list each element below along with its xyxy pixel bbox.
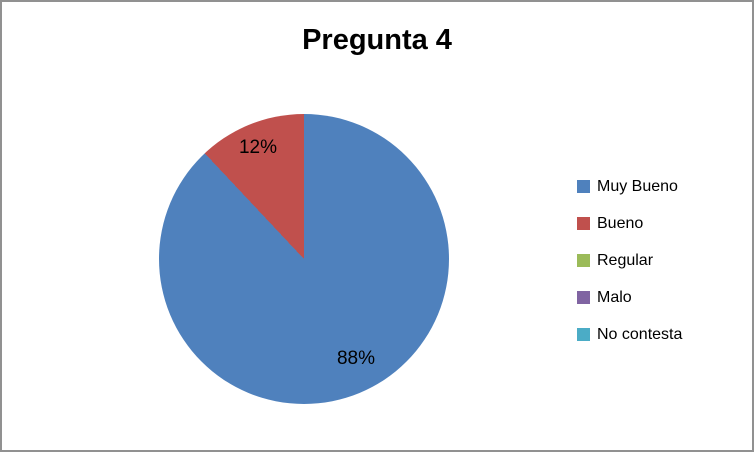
legend-label-no-contesta: No contesta — [597, 325, 683, 343]
legend-swatch-muy-bueno — [577, 180, 590, 193]
legend-swatch-no-contesta — [577, 328, 590, 341]
legend-swatch-malo — [577, 291, 590, 304]
chart-title: Pregunta 4 — [302, 24, 452, 56]
data-label-muy-bueno: 88% — [336, 348, 376, 369]
legend-label-muy-bueno: Muy Bueno — [597, 177, 678, 195]
legend-label-regular: Regular — [597, 251, 654, 269]
legend-item-bueno: Bueno — [577, 205, 682, 242]
legend-item-no-contesta: No contesta — [577, 316, 682, 353]
pie — [159, 114, 449, 404]
legend: Muy Bueno Bueno Regular Malo No contesta — [577, 168, 682, 353]
data-label-bueno: 12% — [238, 137, 278, 158]
legend-label-malo: Malo — [597, 288, 632, 306]
legend-swatch-regular — [577, 254, 590, 267]
legend-swatch-bueno — [577, 217, 590, 230]
legend-item-muy-bueno: Muy Bueno — [577, 168, 682, 205]
legend-item-regular: Regular — [577, 242, 682, 279]
legend-label-bueno: Bueno — [597, 214, 644, 232]
legend-item-malo: Malo — [577, 279, 682, 316]
